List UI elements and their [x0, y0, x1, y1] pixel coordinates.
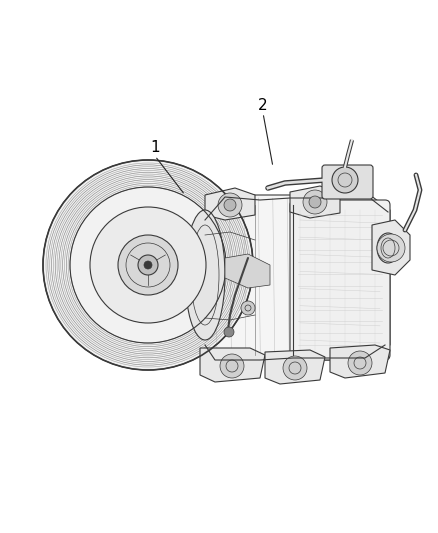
Circle shape	[224, 199, 236, 211]
Polygon shape	[195, 195, 390, 360]
Circle shape	[43, 160, 253, 370]
Polygon shape	[225, 254, 270, 288]
Polygon shape	[372, 220, 410, 275]
Polygon shape	[265, 350, 325, 384]
Text: 1: 1	[150, 141, 160, 156]
Circle shape	[90, 207, 206, 323]
Circle shape	[283, 356, 307, 380]
Polygon shape	[205, 188, 255, 220]
Circle shape	[303, 190, 327, 214]
FancyBboxPatch shape	[290, 200, 390, 360]
Circle shape	[377, 234, 405, 262]
Text: 2: 2	[258, 98, 268, 112]
Polygon shape	[290, 186, 340, 218]
Circle shape	[332, 167, 358, 193]
Circle shape	[224, 327, 234, 337]
Polygon shape	[330, 345, 390, 378]
Polygon shape	[200, 348, 265, 382]
Circle shape	[118, 235, 178, 295]
Circle shape	[144, 261, 152, 269]
Circle shape	[138, 255, 158, 275]
Ellipse shape	[185, 210, 225, 340]
Circle shape	[348, 351, 372, 375]
Circle shape	[220, 354, 244, 378]
Circle shape	[309, 196, 321, 208]
Circle shape	[218, 193, 242, 217]
Ellipse shape	[377, 233, 399, 263]
FancyBboxPatch shape	[322, 165, 373, 199]
Circle shape	[241, 301, 255, 315]
